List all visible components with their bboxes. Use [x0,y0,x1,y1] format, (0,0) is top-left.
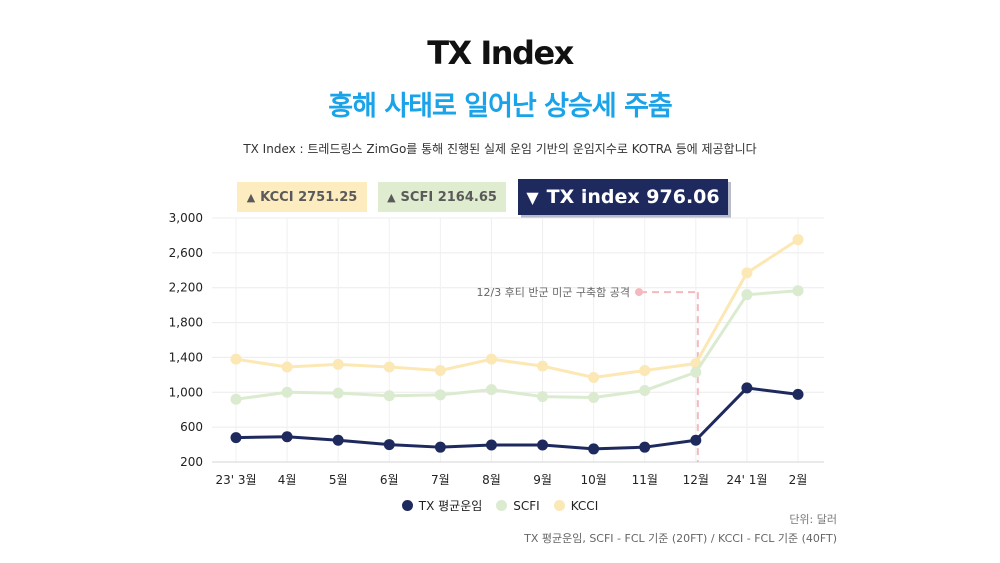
scfi-data-point [434,389,446,401]
legend-swatch-scfi [496,500,508,511]
x-tick-label: 12월 [683,473,709,487]
tx-data-point [690,434,702,446]
x-tick-label: 7월 [431,473,450,487]
up-arrow-icon: ▲ [246,190,256,204]
legend-swatch-tx [401,500,413,511]
kcci-data-point [741,267,753,279]
kcci-badge: ▲ KCCI 2751.25 [237,182,367,212]
scfi-data-point [690,366,702,378]
kcci-data-point [588,371,600,383]
y-tick-label: 1,000 [169,385,203,399]
scfi-data-point [230,393,242,405]
y-tick-label: 2,200 [169,281,203,295]
y-tick-label: 3,000 [169,211,203,225]
scfi-data-point [332,387,344,399]
tx-data-point [792,388,804,400]
scfi-badge: ▲ SCFI 2164.65 [378,182,506,212]
x-tick-label: 11월 [632,473,658,487]
kcci-badge-label: KCCI 2751.25 [260,189,358,205]
x-tick-label: 2월 [789,473,808,487]
page-description: TX Index : 트레드링스 ZimGo를 통해 진행된 실제 운임 기반의… [243,142,757,156]
tx-index-badge-label: TX index 976.06 [546,186,720,208]
page-subtitle: 홍해 사태로 일어난 상승세 주춤 [328,91,673,122]
legend-item-kcci: KCCI [553,498,599,513]
kcci-data-point [332,358,344,370]
y-tick-label: 1,400 [169,350,203,364]
x-tick-label: 9월 [533,473,552,487]
legend-item-scfi: SCFI [496,498,540,513]
scfi-badge-label: SCFI 2164.65 [400,189,497,205]
y-tick-label: 1,800 [169,316,203,330]
kcci-data-point [537,360,549,372]
tx-series-line [234,386,800,451]
x-tick-label: 10월 [580,473,606,487]
legend-label-kcci: KCCI [570,498,599,513]
chart-legend: TX 평균운임 SCFI KCCI [0,497,1000,514]
x-tick-label: 5월 [329,473,348,487]
scfi-data-point [792,285,804,297]
tx-data-point [537,439,549,451]
down-arrow-icon: ▼ [526,187,539,207]
annotation-label: 12/3 후티 반군 미군 구축함 공격 [476,286,630,299]
legend-item-tx: TX 평균운임 [401,497,483,514]
scfi-data-point [537,391,549,403]
x-tick-label: 24' 1월 [726,473,767,487]
page-title: TX Index [427,34,574,72]
tx-data-point [485,439,497,451]
x-tick-label: 6월 [380,473,399,487]
tx-index-badge: ▼ TX index 976.06 [518,179,728,215]
kcci-data-point [383,361,395,373]
scfi-data-point [281,386,293,398]
tx-data-point [639,441,651,453]
scfi-data-point [639,385,651,397]
scfi-data-point [588,392,600,404]
annotation-marker [635,288,643,297]
tx-data-point [281,431,293,443]
unit-label: 단위: 달러 [789,513,837,526]
kcci-data-point [792,234,804,246]
y-tick-label: 2,600 [169,246,203,260]
scfi-series-line [234,289,800,401]
kcci-data-point [485,353,497,365]
footnote: TX 평균운임, SCFI - FCL 기준 (20FT) / KCCI - F… [524,532,837,545]
tx-data-point [332,434,344,446]
x-tick-label: 8월 [482,473,501,487]
kcci-series-line [234,238,800,379]
tx-data-point [588,443,600,455]
scfi-data-point [485,384,497,396]
y-tick-label: 600 [180,420,203,434]
x-tick-label: 4월 [278,473,297,487]
y-tick-label: 200 [180,455,203,469]
kcci-data-point [639,365,651,376]
scfi-data-point [383,390,395,402]
kcci-data-point [230,353,242,365]
kcci-data-point [281,361,293,373]
kcci-data-point [434,365,446,376]
tx-data-point [741,382,753,394]
tx-data-point [434,441,446,453]
x-tick-label: 23' 3월 [215,473,256,487]
tx-data-point [383,439,395,451]
legend-label-scfi: SCFI [513,498,540,513]
scfi-data-point [741,289,753,301]
up-arrow-icon: ▲ [387,190,396,204]
legend-label-tx: TX 평균운임 [418,499,483,513]
tx-data-point [230,432,242,444]
legend-swatch-kcci [553,500,565,511]
